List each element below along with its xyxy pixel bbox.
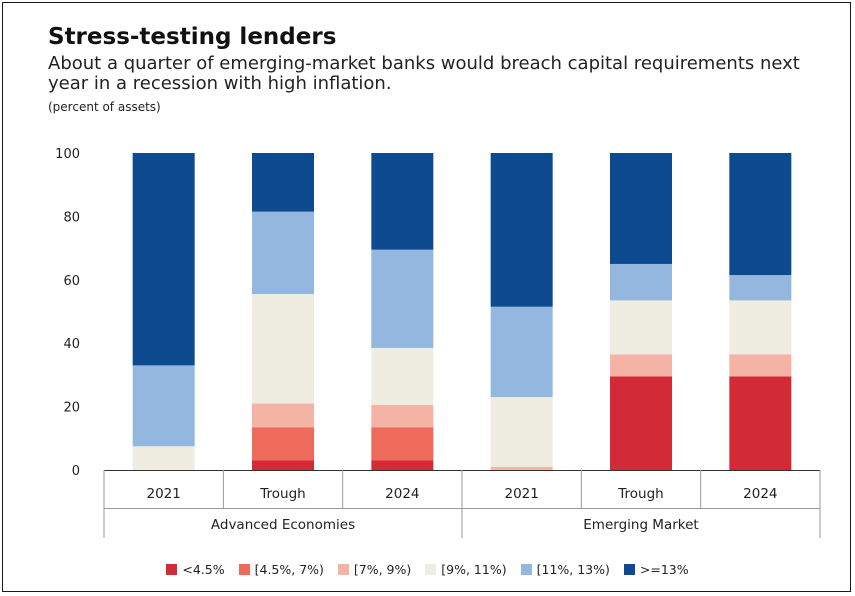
x-tick-label: Trough [617, 486, 663, 502]
x-tick-label: 2021 [504, 486, 538, 502]
bar-segment [490, 153, 553, 307]
legend-swatch [623, 564, 635, 575]
y-tick-label: 40 [63, 337, 80, 352]
bar-segment [252, 153, 314, 212]
bar-segment [729, 153, 792, 276]
legend-label: >=13% [639, 562, 689, 577]
y-tick-label: 60 [63, 274, 80, 289]
bar-segment [371, 427, 434, 461]
y-tick-label: 20 [63, 401, 80, 416]
bar-segment [729, 275, 792, 301]
x-tick-label: Trough [259, 486, 305, 502]
y-tick-label: 100 [55, 147, 80, 162]
legend-item: [7%, 9%) [337, 562, 412, 577]
bar-segment [490, 466, 553, 470]
legend-label: [7%, 9%) [353, 562, 412, 577]
legend-item: [11%, 13%) [520, 562, 610, 577]
group-label: Emerging Market [583, 517, 698, 533]
legend-label: [4.5%, 7%) [254, 562, 324, 577]
bar-segment [610, 263, 672, 301]
y-tick-label: 0 [72, 464, 80, 479]
legend-swatch [337, 564, 349, 575]
bar-segment [371, 249, 434, 348]
bar-segment [729, 376, 792, 470]
bar-segment [132, 446, 195, 470]
bar-segment [610, 354, 672, 377]
legend-item: [9%, 11%) [425, 562, 507, 577]
bar-segment [610, 153, 672, 264]
chart-title: Stress-testing lenders [48, 24, 337, 50]
legend-swatch [520, 564, 532, 575]
legend-item: [4.5%, 7%) [238, 562, 324, 577]
legend: <4.5% [4.5%, 7%) [7%, 9%) [9%, 11%) [11%, 13… [0, 562, 855, 577]
legend-swatch [166, 564, 178, 575]
bar-segment [371, 347, 434, 406]
labels-layer: 0 20 40 60 80 100 2021 Trough 2024 2021 Trough 2024… [55, 147, 777, 533]
bar-segment [490, 397, 553, 467]
bars-layer [132, 153, 792, 470]
bar-segment [729, 300, 792, 355]
chart-subtitle: About a quarter of emerging-market banks… [48, 53, 800, 94]
legend-label: [9%, 11%) [441, 562, 507, 577]
bar-segment [371, 153, 434, 250]
bar-segment [490, 306, 553, 398]
bar-segment [132, 365, 195, 447]
legend-swatch [425, 564, 437, 575]
legend-swatch [238, 564, 250, 575]
legend-item: >=13% [623, 562, 689, 577]
group-label: Advanced Economies [211, 517, 355, 533]
bar-segment [252, 460, 314, 470]
bar-segment [252, 294, 314, 404]
legend-item: <4.5% [166, 562, 225, 577]
bar-segment [371, 460, 434, 470]
y-tick-label: 80 [63, 210, 80, 225]
bar-segment [252, 211, 314, 295]
bar-segment [729, 354, 792, 377]
legend-label: <4.5% [182, 562, 225, 577]
unit-note: (percent of assets) [48, 100, 161, 114]
axis-layer [103, 470, 821, 538]
legend-label: [11%, 13%) [536, 562, 610, 577]
x-tick-label: 2024 [385, 486, 419, 502]
bar-segment [371, 405, 434, 428]
bar-segment [610, 376, 672, 470]
x-tick-label: 2021 [146, 486, 180, 502]
bar-segment [610, 300, 672, 355]
bar-segment [252, 403, 314, 428]
x-tick-label: 2024 [743, 486, 777, 502]
bar-segment [252, 427, 314, 461]
bar-segment [132, 153, 195, 366]
